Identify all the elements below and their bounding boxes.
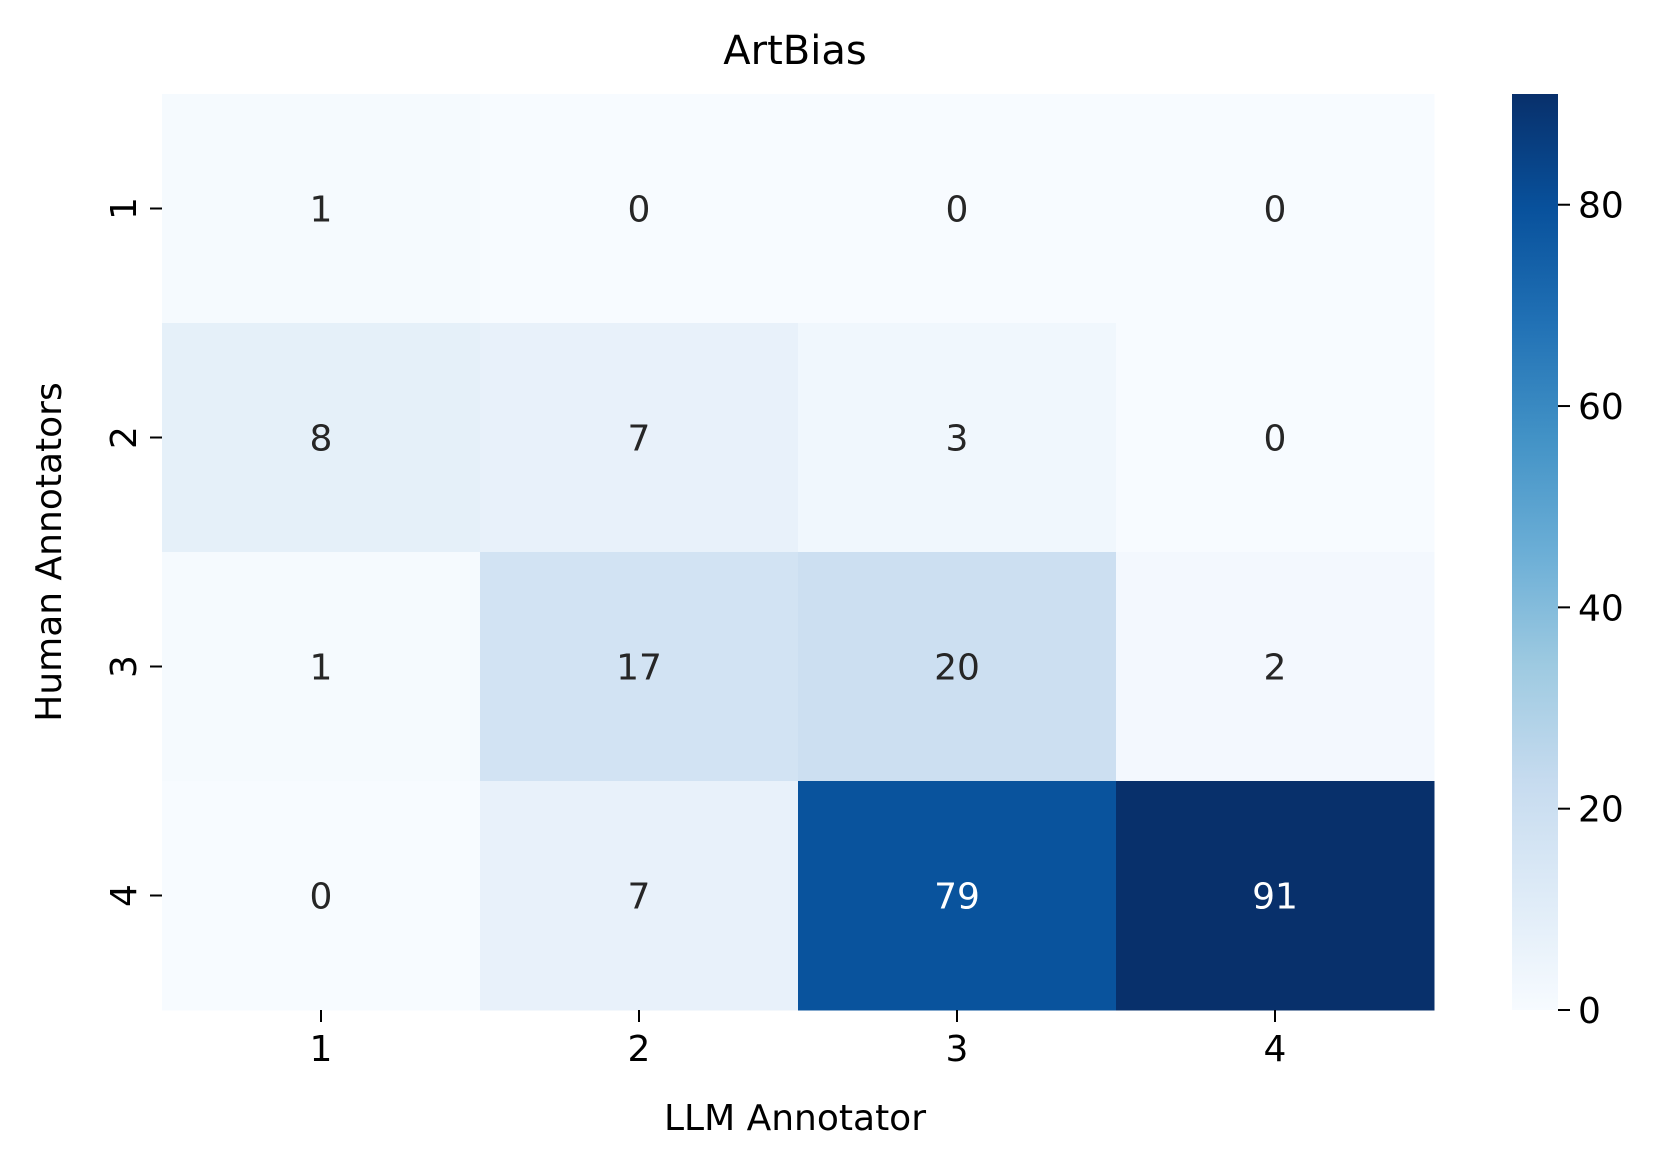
- colorbar-ticks: 0 20 40 60 80: [1558, 186, 1624, 1032]
- cell-value-label: 8: [310, 419, 333, 460]
- heatmap-cell-r4-c3: [798, 781, 1117, 1011]
- x-tick-label: 4: [1264, 1029, 1287, 1070]
- colorbar-tick-label: 80: [1578, 186, 1624, 227]
- y-tick-label: 1: [104, 197, 145, 220]
- cell-value-label: 91: [1252, 877, 1298, 918]
- cell-value-label: 79: [934, 877, 980, 918]
- y-tick-label: 3: [104, 655, 145, 678]
- x-axis-label: LLM Annotator: [664, 1098, 926, 1139]
- y-tick-label: 4: [104, 884, 145, 907]
- heatmap-cell-r2-c3: [798, 323, 1117, 553]
- cell-value-label: 0: [1264, 190, 1287, 231]
- cell-value-label: 1: [310, 648, 333, 689]
- heatmap-cell-r4-c4: [1116, 781, 1435, 1011]
- heatmap-cell-r1-c3: [798, 94, 1117, 324]
- cell-value-label: 0: [628, 190, 651, 231]
- y-axis: 1 2 3 4: [104, 197, 162, 907]
- cell-value-label: 7: [628, 877, 651, 918]
- cell-value-label: 0: [946, 190, 969, 231]
- x-tick-label: 3: [946, 1029, 969, 1070]
- y-tick-label: 2: [104, 426, 145, 449]
- heatmap-cell-r4-c2: [480, 781, 799, 1011]
- heatmap-cell-r4-c1: [162, 781, 481, 1011]
- cell-value-label: 3: [946, 419, 969, 460]
- cell-value-label: 7: [628, 419, 651, 460]
- colorbar-tick-label: 20: [1578, 790, 1624, 831]
- x-tick-label: 2: [628, 1029, 651, 1070]
- cell-value-label: 0: [1264, 419, 1287, 460]
- heatmap-cell-r2-c2: [480, 323, 799, 553]
- heatmap-cell-labels: 1 0 0 08 7 3 01 17 20 20 7 79 91: [310, 190, 1298, 918]
- heatmap-cell-r1-c4: [1116, 94, 1435, 324]
- heatmap-cell-r3-c1: [162, 552, 481, 782]
- heatmap-cell-r3-c2: [480, 552, 799, 782]
- heatmap-cell-r1-c2: [480, 94, 799, 324]
- heatmap-cells: [162, 94, 1435, 1011]
- heatmap-cell-r3-c4: [1116, 552, 1435, 782]
- colorbar-tick-label: 40: [1578, 588, 1624, 629]
- colorbar-tick-label: 0: [1578, 991, 1601, 1032]
- cell-value-label: 2: [1264, 648, 1287, 689]
- cell-value-label: 0: [310, 877, 333, 918]
- chart-title: ArtBias: [723, 28, 866, 74]
- y-axis-label: Human Annotators: [29, 382, 70, 721]
- cell-value-label: 20: [934, 648, 980, 689]
- heatmap-cell-r3-c3: [798, 552, 1117, 782]
- x-axis: 1 2 3 4: [310, 1010, 1287, 1070]
- x-tick-label: 1: [310, 1029, 333, 1070]
- colorbar-tick-label: 60: [1578, 387, 1624, 428]
- heatmap-cell-r1-c1: [162, 94, 481, 324]
- heatmap-cell-r2-c4: [1116, 323, 1435, 553]
- heatmap-cell-r2-c1: [162, 323, 481, 553]
- colorbar: [1512, 94, 1558, 1010]
- cell-value-label: 17: [616, 648, 662, 689]
- cell-value-label: 1: [310, 190, 333, 231]
